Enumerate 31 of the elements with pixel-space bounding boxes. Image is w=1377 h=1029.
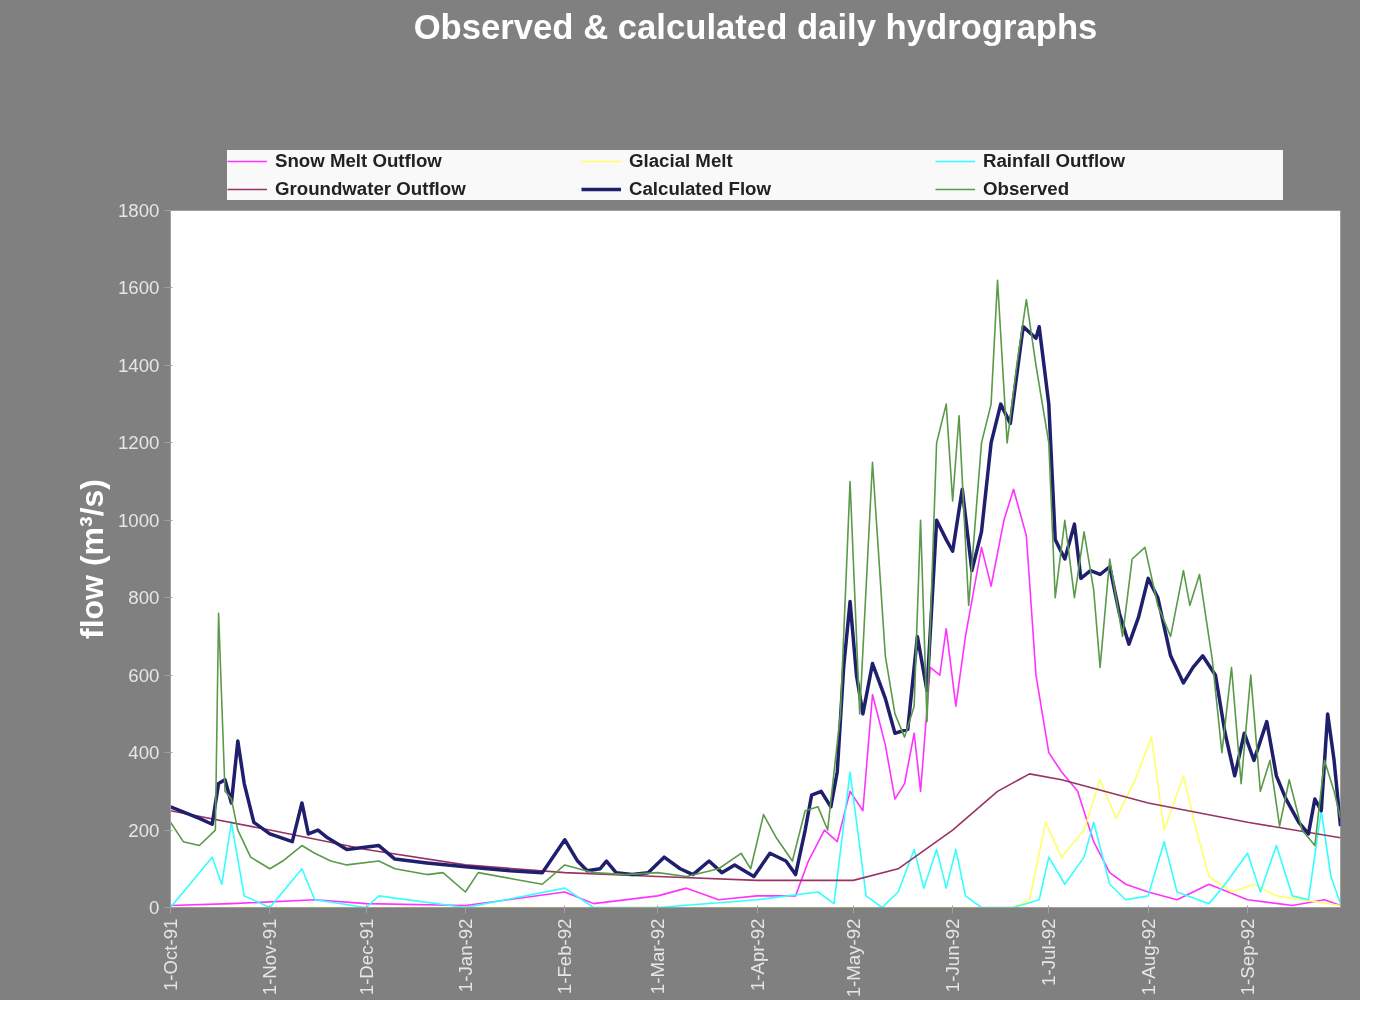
legend-label: Observed: [983, 178, 1071, 200]
y-tick-label: 1600: [118, 277, 160, 299]
y-tick-label: 0: [149, 897, 160, 918]
x-tick-label: 1-Jan-92: [454, 918, 476, 993]
y-tick-label: 800: [128, 587, 160, 609]
x-tick-label: 1-May-92: [842, 918, 864, 998]
y-tick-label: 400: [128, 742, 160, 764]
y-tick-label: 600: [128, 664, 160, 686]
x-tick-label: 1-Feb-92: [554, 918, 576, 995]
legend-label: Snow Melt Outflow: [275, 150, 443, 172]
y-axis-title: flow (m³/s): [74, 479, 110, 639]
x-tick-label: 1-Jun-92: [942, 918, 964, 993]
legend-label: Calculated Flow: [629, 178, 773, 200]
legend-label: Glacial Melt: [629, 150, 734, 172]
x-tick-label: 1-Mar-92: [647, 918, 669, 995]
x-tick-label: 1-Aug-92: [1137, 918, 1159, 996]
x-tick-label: 1-Sep-92: [1237, 918, 1259, 996]
y-tick-label: 1200: [118, 432, 160, 454]
x-tick-label: 1-Dec-91: [355, 918, 377, 996]
y-tick-label: 1000: [118, 509, 160, 531]
line-series: [170, 773, 1341, 882]
x-tick-label: 1-Jul-92: [1038, 918, 1060, 986]
legend-label: Groundwater Outflow: [275, 178, 467, 200]
x-tick-label: 1-Apr-92: [746, 918, 768, 992]
y-tick-label: 1400: [118, 354, 160, 376]
x-tick-label: 1-Nov-91: [259, 918, 281, 996]
chart-title: Observed & calculated daily hydrographs: [413, 7, 1098, 46]
legend-label: Rainfall Outflow: [983, 150, 1126, 172]
y-tick-label: 200: [128, 819, 160, 841]
x-tick-label: 1-Oct-91: [160, 918, 181, 992]
y-tick-label: 1800: [118, 200, 160, 221]
